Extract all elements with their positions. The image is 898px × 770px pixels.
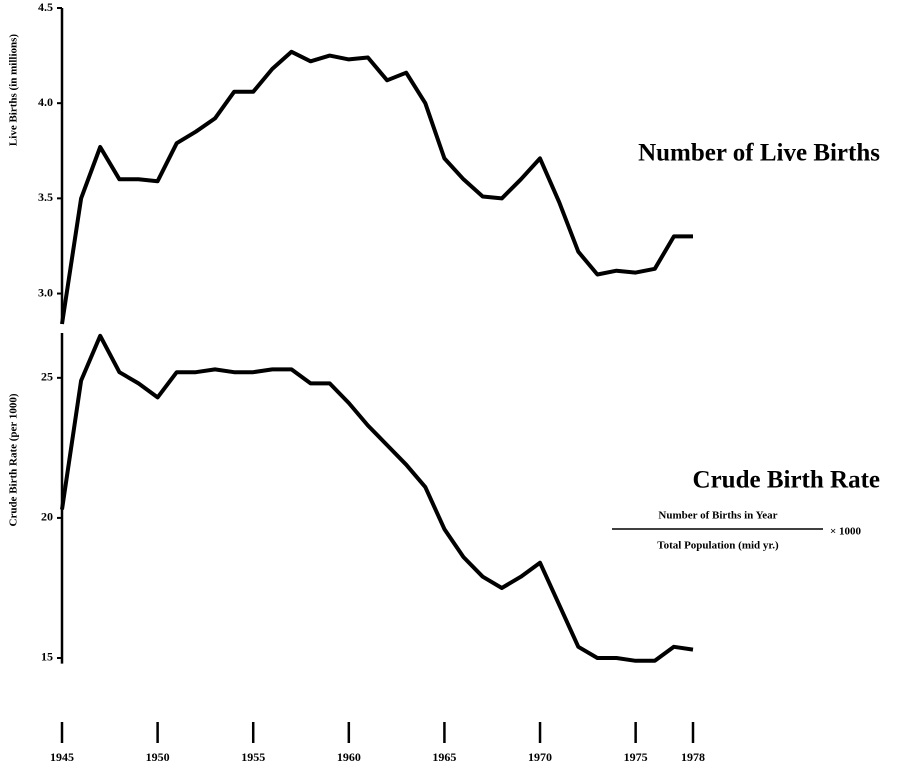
- x-tick-label: 1960: [337, 750, 361, 764]
- x-tick-label: 1978: [681, 750, 705, 764]
- x-tick-label: 1970: [528, 750, 552, 764]
- x-tick-label: 1945: [50, 750, 74, 764]
- y-tick-label: 3.5: [38, 190, 53, 204]
- y-tick-label: 20: [41, 510, 53, 524]
- y-tick-label: 3.0: [38, 285, 53, 299]
- y-tick-label: 15: [41, 650, 53, 664]
- x-tick-label: 1950: [146, 750, 170, 764]
- formula-denominator: Total Population (mid yr.): [657, 540, 779, 552]
- y-tick-label: 4.5: [38, 0, 53, 14]
- data-line: [60, 333, 694, 663]
- data-line: [60, 49, 693, 325]
- x-tick-label: 1965: [432, 750, 456, 764]
- y-tick-label: 4.0: [38, 95, 53, 109]
- chart-title: Number of Live Births: [638, 140, 880, 167]
- x-tick-label: 1975: [624, 750, 648, 764]
- formula-multiplier: × 1000: [830, 526, 862, 538]
- y-axis-label: Crude Birth Rate (per 1000): [8, 393, 20, 526]
- x-tick-label: 1955: [241, 750, 265, 764]
- y-axis-label: Live Births (in millions): [8, 34, 20, 146]
- y-tick-label: 25: [41, 370, 53, 384]
- chart-title: Crude Birth Rate: [693, 467, 880, 494]
- formula-numerator: Number of Births in Year: [658, 510, 777, 522]
